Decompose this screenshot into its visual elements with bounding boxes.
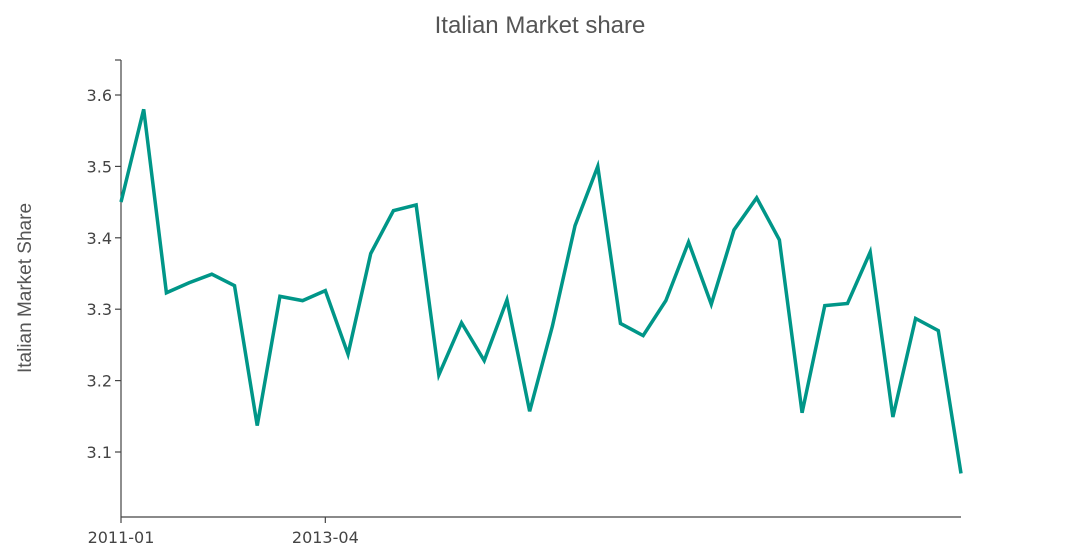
series-layer: [119, 108, 963, 474]
y-tick-label: 3.2: [87, 372, 112, 391]
y-tick-label: 3.4: [87, 229, 112, 248]
y-axis: 3.1 3.2 3.3 3.4 3.5 3.6: [87, 59, 122, 517]
y-tick-label: 3.3: [87, 300, 112, 319]
x-tick-label: 2013-04: [292, 528, 359, 547]
series-line: [119, 108, 963, 474]
y-axis-label: Italian Market Share: [15, 203, 36, 373]
y-tick-label: 3.5: [87, 157, 112, 176]
chart-title: Italian Market share: [435, 12, 646, 39]
y-tick-label: 3.1: [87, 443, 112, 462]
x-axis: 2011-01 2013-04: [88, 516, 961, 547]
y-tick-label: 3.6: [87, 86, 112, 105]
x-tick-label: 2011-01: [88, 528, 155, 547]
